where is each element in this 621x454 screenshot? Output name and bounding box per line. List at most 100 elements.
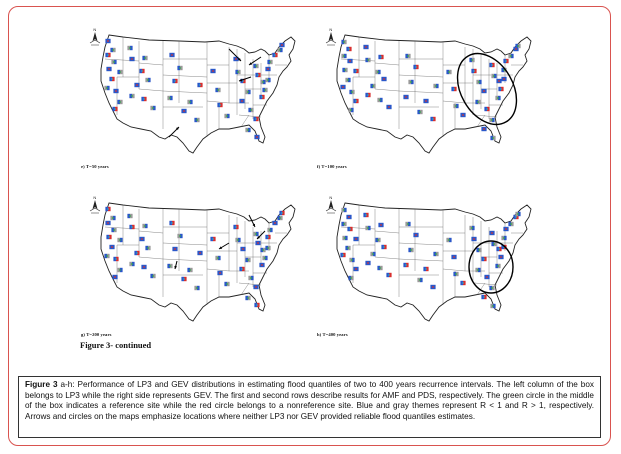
state-boundary xyxy=(162,258,208,262)
site-marker xyxy=(117,99,123,105)
state-boundary xyxy=(398,242,444,246)
state-boundary xyxy=(474,282,498,286)
site-marker xyxy=(484,274,490,280)
site-marker xyxy=(481,256,487,262)
site-marker xyxy=(224,281,230,287)
site-marker xyxy=(127,213,133,219)
site-marker xyxy=(430,116,436,122)
state-boundary xyxy=(374,256,400,260)
emphasis-arrow xyxy=(218,242,230,250)
site-marker xyxy=(503,226,509,232)
site-marker xyxy=(265,245,271,251)
site-marker xyxy=(129,224,135,230)
site-marker xyxy=(253,63,259,69)
site-marker xyxy=(346,46,352,52)
state-boundary xyxy=(374,62,400,66)
site-marker xyxy=(177,233,183,239)
site-marker xyxy=(489,285,495,291)
site-marker xyxy=(489,62,495,68)
site-marker xyxy=(139,68,145,74)
site-marker xyxy=(235,69,241,75)
us-outline xyxy=(100,34,296,154)
site-marker xyxy=(446,69,452,75)
site-marker xyxy=(349,89,355,95)
site-marker xyxy=(475,99,481,105)
site-marker xyxy=(495,263,501,269)
site-marker xyxy=(260,247,266,253)
state-boundary xyxy=(162,90,208,94)
state-boundary xyxy=(474,114,498,118)
site-marker xyxy=(142,55,148,61)
site-marker xyxy=(117,69,123,75)
site-marker xyxy=(215,255,221,261)
site-marker xyxy=(111,227,117,233)
us-map-h: N xyxy=(325,195,532,322)
site-marker xyxy=(110,47,116,53)
us-map-e: N xyxy=(89,27,296,154)
site-marker xyxy=(169,52,175,58)
site-marker xyxy=(489,117,495,123)
emphasis-arrow xyxy=(256,230,266,240)
map-panel-f: N f) T=100 years xyxy=(315,19,551,169)
site-marker xyxy=(260,79,266,85)
site-marker xyxy=(408,79,414,85)
caption-lead-suffix: a-h: xyxy=(57,380,75,389)
emphasis-arrow xyxy=(174,260,178,270)
state-boundary xyxy=(206,268,230,272)
us-outline xyxy=(336,34,532,154)
site-marker xyxy=(113,88,119,94)
site-marker xyxy=(253,116,259,122)
panel-label-e: e) T=50 years xyxy=(81,164,109,169)
site-marker xyxy=(177,65,183,71)
emphasis-arrow xyxy=(238,76,252,82)
site-marker xyxy=(248,275,254,281)
site-marker xyxy=(451,254,457,260)
site-marker xyxy=(501,76,507,82)
site-marker xyxy=(110,215,116,221)
site-marker xyxy=(127,45,133,51)
site-marker xyxy=(181,108,187,114)
site-marker xyxy=(405,53,411,59)
state-boundary xyxy=(476,114,486,128)
emphasis-circle xyxy=(456,52,518,126)
site-marker xyxy=(365,260,371,266)
state-boundary xyxy=(442,100,466,104)
site-marker xyxy=(259,94,265,100)
site-marker xyxy=(353,266,359,272)
site-marker xyxy=(224,113,230,119)
site-marker xyxy=(150,273,156,279)
site-marker xyxy=(169,220,175,226)
site-marker xyxy=(501,235,507,241)
panel-label-g: g) T=200 years xyxy=(81,332,112,337)
svg-text:N: N xyxy=(329,27,332,32)
site-marker xyxy=(348,275,354,281)
site-marker xyxy=(117,237,123,243)
site-marker xyxy=(109,76,115,82)
site-marker xyxy=(386,104,392,110)
north-arrow-icon: N xyxy=(89,195,101,214)
map-panel-g: N g) T=200 years xyxy=(79,187,315,337)
site-marker xyxy=(341,53,347,59)
site-marker xyxy=(129,93,135,99)
site-marker xyxy=(476,79,482,85)
site-marker xyxy=(134,250,140,256)
site-marker xyxy=(423,98,429,104)
site-marker xyxy=(341,207,347,213)
site-marker xyxy=(145,245,151,251)
site-marker xyxy=(187,267,193,273)
site-marker xyxy=(375,69,381,75)
emphasis-circle xyxy=(468,240,514,294)
state-boundary xyxy=(206,100,230,104)
site-marker xyxy=(345,245,351,251)
site-marker xyxy=(498,86,504,92)
site-marker xyxy=(172,78,178,84)
site-marker xyxy=(129,56,135,62)
site-marker xyxy=(370,251,376,257)
site-marker xyxy=(129,261,135,267)
site-marker xyxy=(377,97,383,103)
site-marker xyxy=(145,77,151,83)
site-marker xyxy=(233,56,239,62)
site-marker xyxy=(279,42,285,48)
site-marker xyxy=(403,262,409,268)
site-marker xyxy=(105,38,111,44)
